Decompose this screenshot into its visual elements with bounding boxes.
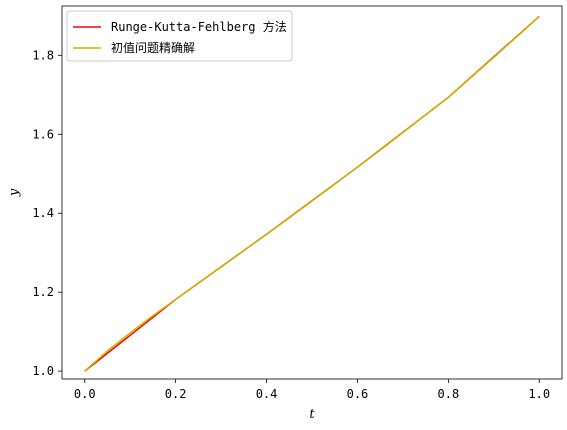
x-tick-label: 0.0 <box>74 387 96 401</box>
x-axis-label: t <box>309 407 315 422</box>
x-axis-ticks: 0.0 0.2 0.4 0.6 0.8 1.0 <box>74 379 550 401</box>
y-tick-label: 1.2 <box>32 285 54 299</box>
legend-label-rkf: Runge-Kutta-Fehlberg 方法 <box>111 19 287 34</box>
y-axis-ticks: 1.0 1.2 1.4 1.6 1.8 <box>32 48 62 378</box>
y-axis-label: y <box>7 188 22 197</box>
y-tick-label: 1.4 <box>32 206 54 220</box>
plot-area <box>61 5 563 380</box>
x-tick-label: 1.0 <box>528 387 550 401</box>
x-tick-label: 0.2 <box>165 387 187 401</box>
y-tick-label: 1.8 <box>32 48 54 62</box>
y-tick-label: 1.6 <box>32 127 54 141</box>
series-lines <box>84 15 540 372</box>
legend-label-exact: 初值问题精确解 <box>111 40 195 55</box>
x-tick-label: 0.8 <box>438 387 460 401</box>
legend: Runge-Kutta-Fehlberg 方法 初值问题精确解 <box>66 10 293 62</box>
series-line-exact <box>84 15 540 372</box>
x-tick-label: 0.4 <box>256 387 278 401</box>
y-tick-label: 1.0 <box>32 364 54 378</box>
x-tick-label: 0.6 <box>347 387 369 401</box>
legend-box <box>66 10 293 62</box>
